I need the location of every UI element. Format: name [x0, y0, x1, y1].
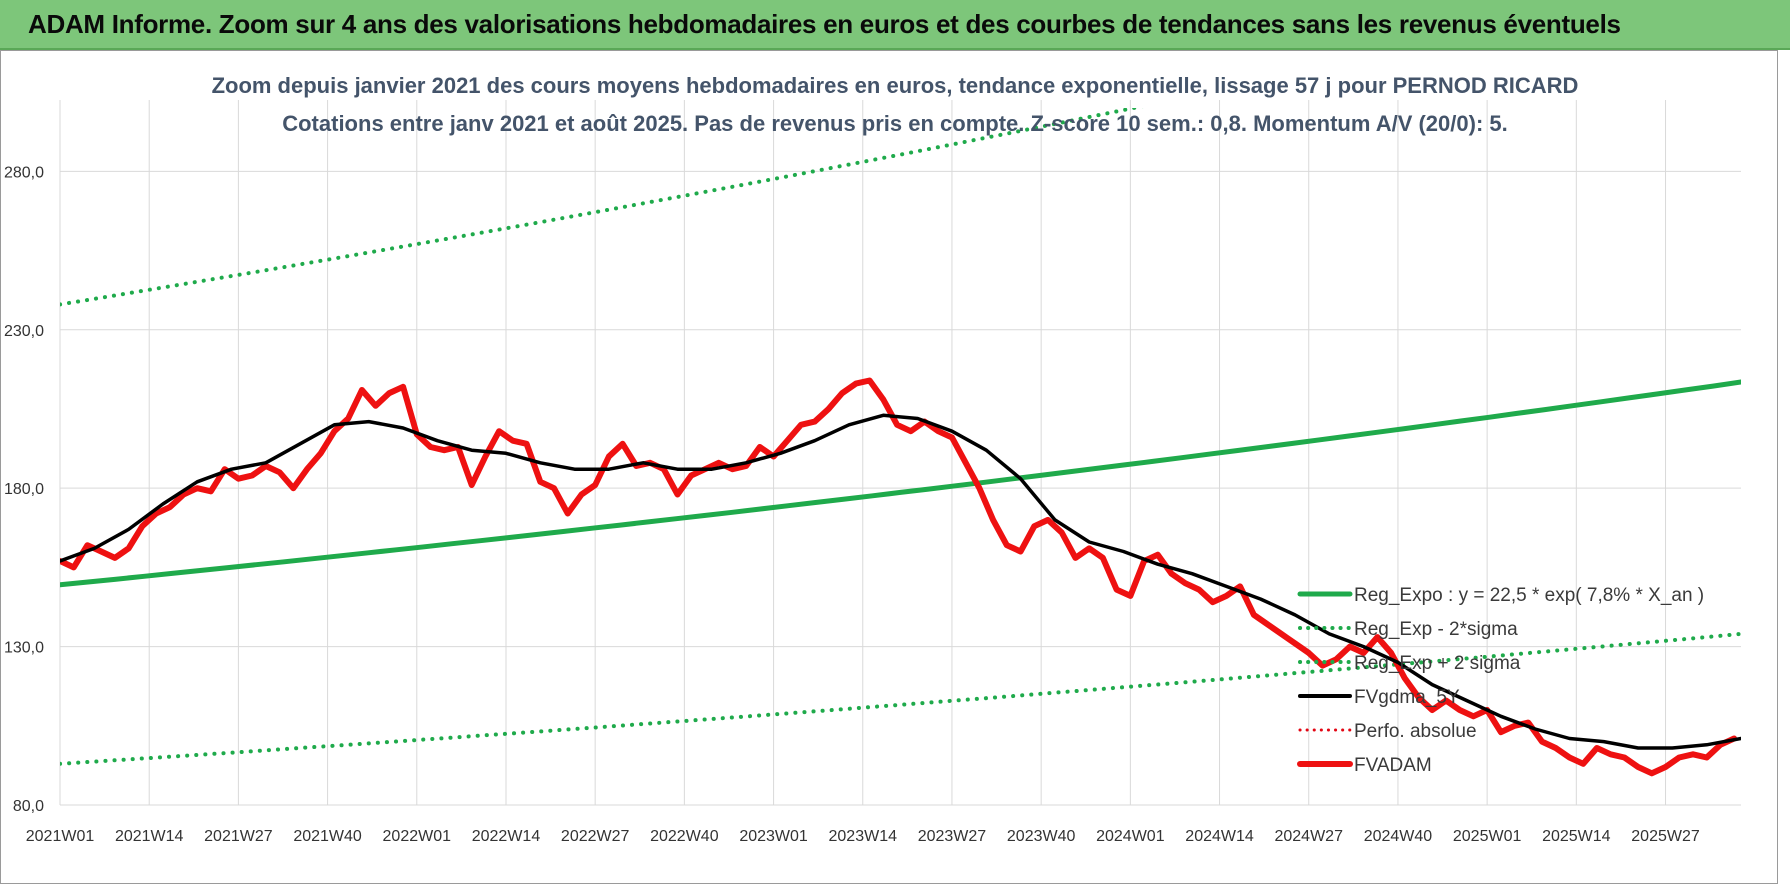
x-tick-label: 2021W27 [204, 828, 273, 845]
x-tick-label: 2025W14 [1542, 828, 1611, 845]
series-fvadam [60, 377, 1738, 777]
x-tick-label: 2023W27 [918, 828, 987, 845]
series-upper-band [60, 108, 1144, 307]
y-tick-label: 130,0 [4, 640, 44, 657]
x-tick-label: 2024W01 [1096, 828, 1165, 845]
legend-label: Reg_Expo : y = 22,5 * exp( 7,8% * X_an ) [1354, 585, 1704, 606]
series-reg-expo [60, 379, 1741, 588]
legend-label: Reg_Exp - 2*sigma [1354, 619, 1518, 640]
x-tick-label: 2025W01 [1453, 828, 1522, 845]
series-fvgdma [60, 413, 1741, 750]
banner-title: ADAM Informe. Zoom sur 4 ans des valoris… [28, 9, 1621, 39]
grid-lines [59, 100, 1741, 806]
chart-subtitle-line1: Zoom depuis janvier 2021 des cours moyen… [212, 73, 1579, 98]
x-tick-label: 2022W27 [561, 828, 630, 845]
x-tick-label: 2023W01 [739, 828, 808, 845]
y-tick-label: 180,0 [4, 481, 44, 498]
x-tick-label: 2022W14 [472, 828, 541, 845]
legend-label: Reg_Exp + 2 sigma [1354, 653, 1521, 674]
y-axis-labels: 80,0 130,0 180,0 230,0 280,0 [4, 164, 44, 815]
series-lower-band [60, 631, 1741, 766]
chart-subtitle-line2: Cotations entre janv 2021 et août 2025. … [282, 111, 1508, 136]
chart-legend: Reg_Expo : y = 22,5 * exp( 7,8% * X_an )… [1297, 585, 1704, 776]
legend-label: FVADAM [1354, 755, 1432, 776]
x-tick-label: 2025W27 [1631, 828, 1700, 845]
x-tick-label: 2024W14 [1185, 828, 1254, 845]
x-axis-labels: 2021W01 2021W14 2021W27 2021W40 2022W01 2022W… [26, 828, 1700, 845]
chart-frame [0, 50, 1778, 884]
y-tick-label: 280,0 [4, 164, 44, 181]
legend-label: Perfo. absolue [1354, 721, 1477, 742]
x-tick-label: 2023W14 [829, 828, 898, 845]
series-layer [60, 108, 1741, 777]
y-tick-label: 230,0 [4, 323, 44, 340]
x-tick-label: 2023W40 [1007, 828, 1076, 845]
x-tick-label: 2022W01 [383, 828, 452, 845]
report-banner: ADAM Informe. Zoom sur 4 ans des valoris… [0, 0, 1790, 50]
x-tick-label: 2024W40 [1364, 828, 1433, 845]
x-tick-label: 2024W27 [1274, 828, 1343, 845]
legend-label: FVgdma_5Y [1354, 687, 1460, 708]
x-tick-label: 2021W14 [115, 828, 184, 845]
x-tick-label: 2021W40 [293, 828, 362, 845]
x-tick-label: 2021W01 [26, 828, 95, 845]
x-tick-label: 2022W40 [650, 828, 719, 845]
y-tick-label: 80,0 [13, 798, 44, 815]
